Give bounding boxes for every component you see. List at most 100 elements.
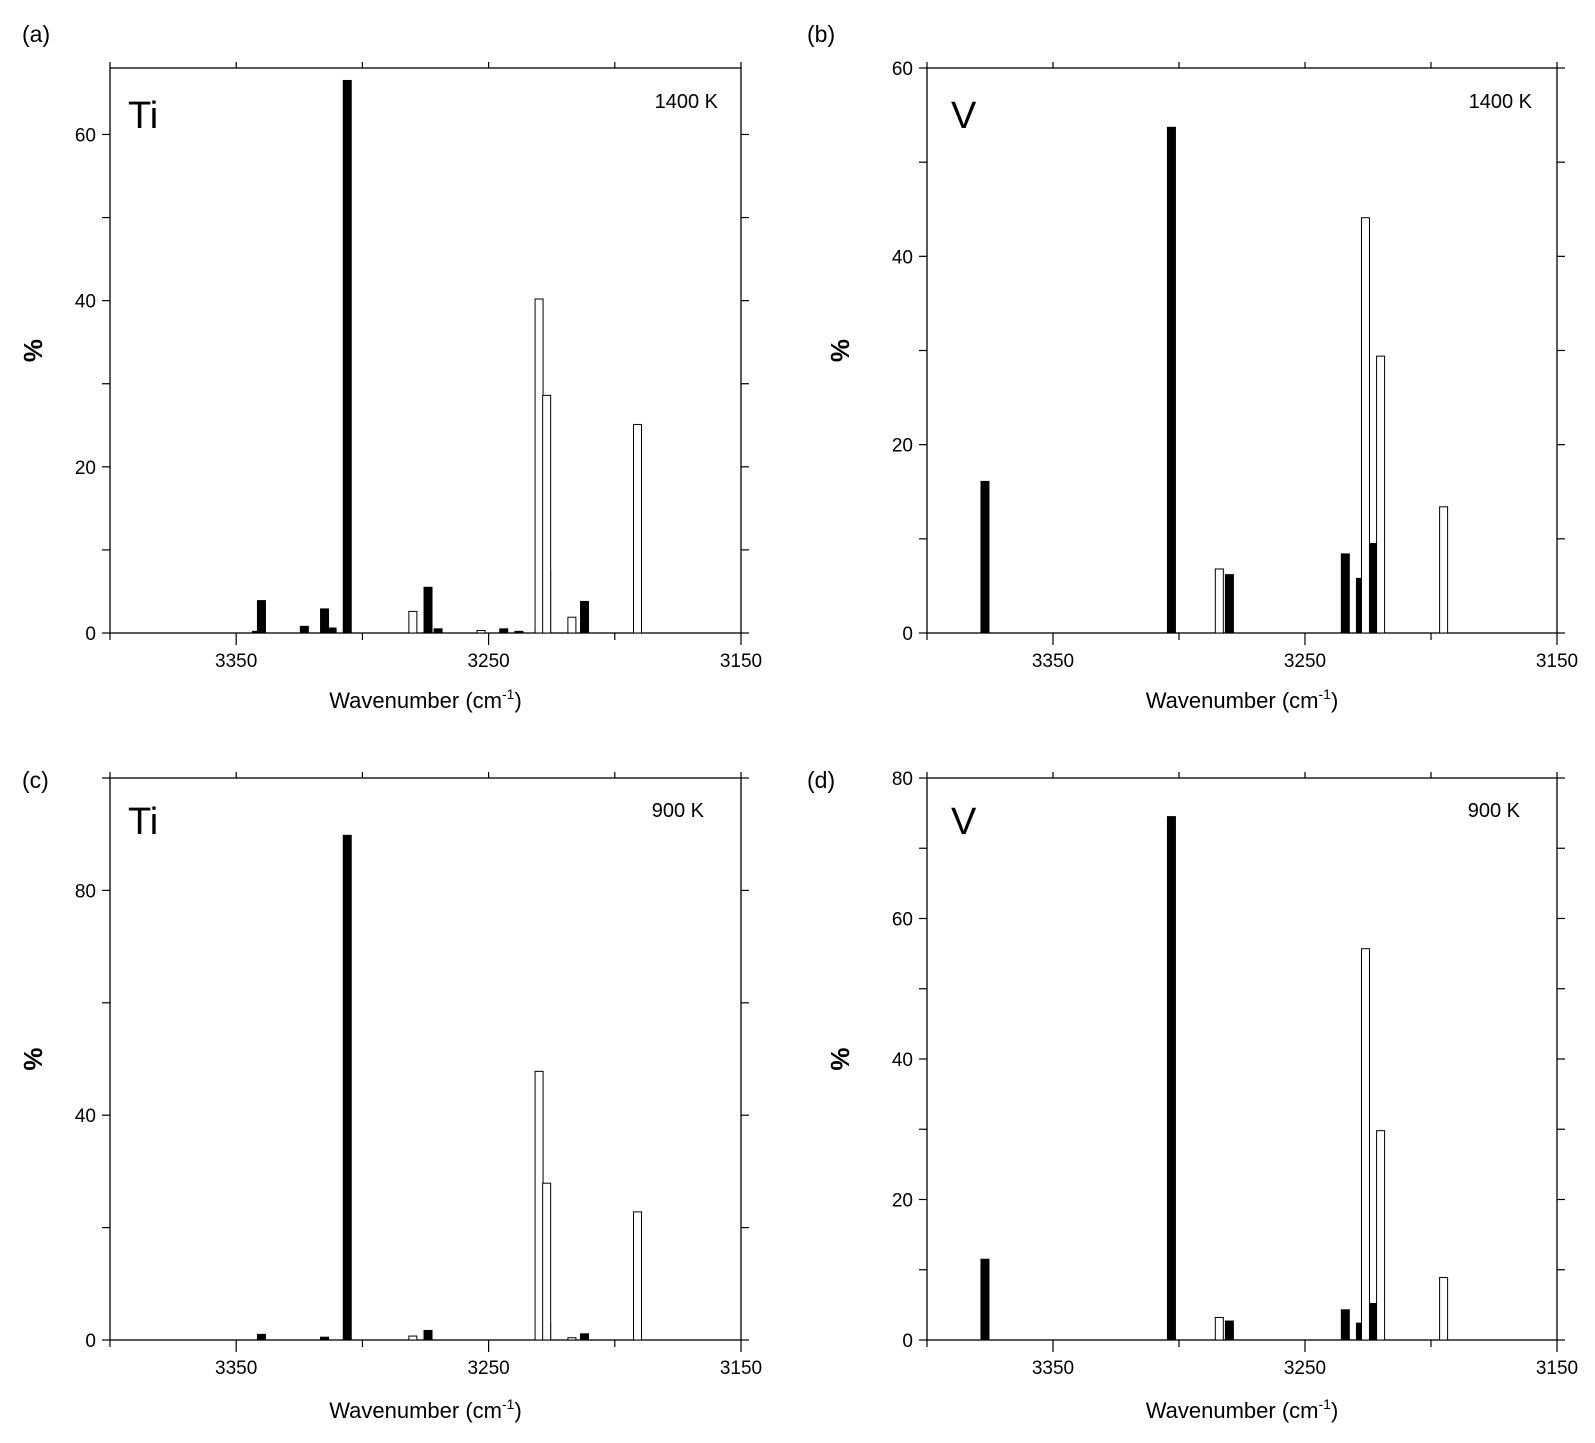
chart-panel-c: 3350 3250 3150 0 40 80 (c) Ti 900 K% Wavenumber (… (18, 767, 762, 1423)
y-tick-label: 0 (85, 1331, 96, 1352)
filled-bar (1166, 816, 1176, 1341)
filled-bar (423, 586, 433, 634)
x-axis-label: Wavenumber (cm-1) (1146, 1396, 1339, 1423)
filled-bar (980, 480, 990, 634)
open-bar (567, 1337, 577, 1341)
y-axis-label: % (18, 1047, 48, 1070)
open-bar (534, 1070, 544, 1341)
filled-bar (1166, 126, 1176, 634)
x-axis-label-name: Wavenumber (1146, 688, 1276, 713)
y-axis-label: % (825, 339, 855, 362)
x-tick-label: 3250 (467, 651, 509, 672)
open-bar (633, 1211, 643, 1341)
element-label: Ti (128, 95, 158, 137)
open-bar (1214, 1317, 1224, 1341)
temperature-label: 900 K (1468, 800, 1521, 822)
x-tick-label: 3350 (1032, 651, 1074, 672)
open-bar (542, 394, 552, 634)
x-axis-label-exponent: -1 (502, 1396, 515, 1412)
x-axis-label-space: ( (459, 1398, 473, 1423)
filled-bar (1368, 543, 1378, 634)
filled-bar (499, 628, 509, 634)
y-tick-label: 60 (75, 125, 96, 146)
panel-letter: (a) (22, 21, 50, 47)
plot-frame (109, 777, 742, 1341)
y-tick-label: 0 (902, 624, 913, 645)
x-tick-label: 3150 (1536, 1358, 1578, 1379)
element-label: V (951, 801, 977, 843)
temperature-label: 1400 K (655, 91, 719, 113)
x-axis-label: Wavenumber (cm-1) (329, 686, 522, 713)
x-axis-label: Wavenumber (cm-1) (1146, 686, 1339, 713)
x-tick-label: 3350 (215, 651, 257, 672)
y-tick-label: 20 (75, 458, 96, 479)
open-bar (542, 1182, 552, 1341)
open-bar (1360, 948, 1370, 1341)
filled-bar (299, 625, 309, 634)
filled-bar (1368, 1302, 1378, 1341)
x-tick-label: 3350 (1032, 1358, 1074, 1379)
filled-bar (423, 1329, 433, 1341)
filled-bar (256, 600, 266, 634)
y-tick-label: 40 (892, 1050, 913, 1071)
y-tick-label: 40 (892, 247, 913, 268)
open-bar (476, 630, 486, 634)
x-axis-label-unit: cm (473, 1398, 502, 1423)
x-axis-label-space: ( (459, 688, 473, 713)
x-axis-label-name: Wavenumber (329, 688, 459, 713)
y-tick-label: 20 (892, 1191, 913, 1212)
x-axis-label-name: Wavenumber (1146, 1398, 1276, 1423)
x-axis-label-close: ) (514, 1398, 521, 1423)
x-tick-label: 3350 (215, 1358, 257, 1379)
plot-frame (926, 777, 1558, 1341)
filled-bar (514, 630, 524, 634)
panel-letter: (c) (22, 767, 49, 793)
x-axis-label-exponent: -1 (1319, 686, 1332, 702)
temperature-label: 1400 K (1469, 91, 1533, 113)
y-tick-label: 60 (892, 59, 913, 80)
y-tick-label: 80 (75, 881, 96, 902)
filled-bar (1224, 1320, 1234, 1341)
x-axis-label-unit: cm (1289, 688, 1318, 713)
x-tick-label: 3250 (1284, 651, 1326, 672)
open-bar (534, 298, 544, 634)
open-bar (1376, 355, 1386, 634)
x-axis-label-space: ( (1276, 1398, 1290, 1423)
open-bar (1360, 217, 1370, 634)
filled-bar (1224, 574, 1234, 634)
y-tick-label: 60 (892, 910, 913, 931)
chart-panel-d: 3350 3250 3150 0 20 40 60 80 (d) V 900 K% Wavenumbe… (807, 767, 1578, 1423)
filled-bar (1340, 1309, 1350, 1341)
x-axis-label-close: ) (514, 688, 521, 713)
filled-bar (342, 834, 352, 1341)
x-axis-label-exponent: -1 (502, 686, 515, 702)
x-axis-label-unit: cm (473, 688, 502, 713)
y-tick-label: 0 (902, 1331, 913, 1352)
y-tick-label: 0 (85, 624, 96, 645)
open-bar (1439, 506, 1449, 634)
chart-panel-a: 3350 3250 3150 0 20 40 60 (a) Ti 1400 K% Wavenumbe… (18, 21, 762, 713)
x-axis-label-close: ) (1331, 688, 1338, 713)
x-axis-label-name: Wavenumber (329, 1398, 459, 1423)
open-bar (408, 610, 418, 634)
panel-letter: (d) (807, 767, 835, 793)
x-axis-label-close: ) (1331, 1398, 1338, 1423)
filled-bar (980, 1258, 990, 1341)
open-bar (1376, 1130, 1386, 1341)
open-bar (1214, 568, 1224, 634)
plot-frame (109, 67, 742, 634)
element-label: Ti (128, 801, 158, 843)
x-axis-label-space: ( (1276, 688, 1290, 713)
x-axis-label-exponent: -1 (1319, 1396, 1332, 1412)
y-axis-label: % (18, 339, 48, 362)
x-tick-label: 3250 (467, 1358, 509, 1379)
open-bar (633, 423, 643, 634)
open-bar (408, 1335, 418, 1341)
x-tick-label: 3150 (720, 651, 762, 672)
y-tick-label: 20 (892, 436, 913, 457)
filled-bar (433, 628, 443, 634)
filled-bar (320, 1336, 330, 1341)
temperature-label: 900 K (652, 800, 705, 822)
x-tick-label: 3150 (720, 1358, 762, 1379)
